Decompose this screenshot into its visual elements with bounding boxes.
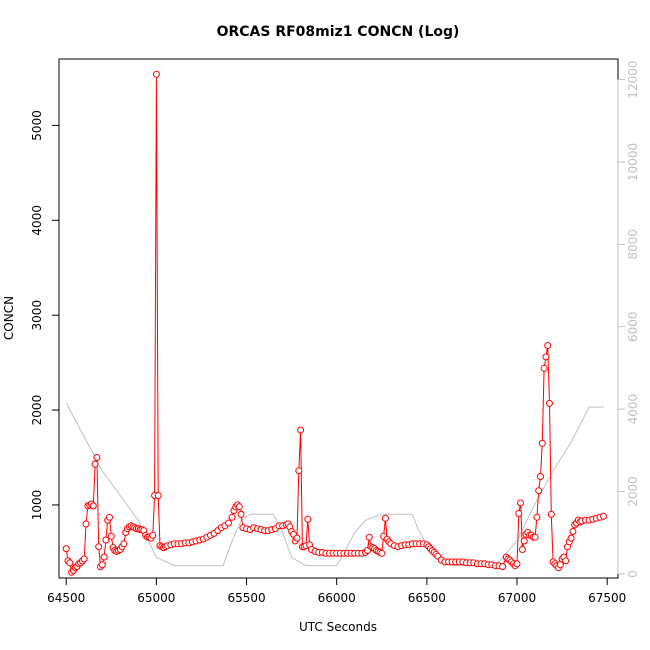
x-tick-label: 67500 xyxy=(588,591,626,605)
secondary-line xyxy=(65,402,604,567)
concn-series xyxy=(62,70,608,576)
concn-point xyxy=(100,553,108,561)
concn-point xyxy=(304,515,312,523)
concn-point xyxy=(106,513,113,521)
y2-tick-label: 6000 xyxy=(626,311,640,342)
concn-point xyxy=(544,342,552,349)
concn-point xyxy=(515,510,523,517)
y-tick-label: 2000 xyxy=(30,395,44,426)
concn-point xyxy=(567,534,575,542)
concn-point xyxy=(91,460,99,468)
concn-point xyxy=(556,561,564,569)
concn-point xyxy=(93,454,101,461)
y-axis-right: 0 2000 4000 6000 8000 10000 12000 xyxy=(617,61,640,578)
concn-point xyxy=(499,563,507,571)
x-tick-label: 66000 xyxy=(318,591,356,605)
x-axis-label: UTC Seconds xyxy=(299,620,377,634)
concn-point xyxy=(237,510,245,518)
concn-point xyxy=(540,364,548,372)
concn-point xyxy=(82,520,90,528)
y-axis-label: CONCN xyxy=(2,296,16,340)
secondary-series-line xyxy=(65,402,604,567)
concn-point xyxy=(225,519,232,527)
concn-point xyxy=(152,70,160,78)
concn-point xyxy=(546,399,553,407)
concn-point xyxy=(537,473,544,480)
concn-point xyxy=(533,513,541,521)
y2-tick-label: 0 xyxy=(626,570,640,578)
concn-point xyxy=(102,536,110,544)
concn-point xyxy=(538,439,546,447)
y2-tick-label: 2000 xyxy=(626,476,640,507)
concn-point xyxy=(297,426,305,434)
y2-tick-label: 8000 xyxy=(626,229,640,260)
concn-point xyxy=(600,512,608,520)
x-tick-label: 65500 xyxy=(227,591,265,605)
concn-point xyxy=(518,546,526,553)
concn-point xyxy=(295,467,303,475)
y-tick-label: 5000 xyxy=(30,110,44,141)
concn-point xyxy=(95,543,103,551)
concn-point xyxy=(149,531,157,539)
y-tick-label: 3000 xyxy=(30,300,44,331)
x-tick-label: 64500 xyxy=(47,591,85,605)
x-axis: 64500 65000 65500 66000 66500 67000 67500 xyxy=(47,577,626,605)
concn-point xyxy=(62,545,70,553)
concn-point xyxy=(513,560,521,568)
chart-title: ORCAS RF08miz1 CONCN (Log) xyxy=(217,24,460,40)
y2-tick-label: 4000 xyxy=(626,394,640,425)
concn-point xyxy=(98,561,106,569)
y2-tick-label: 12000 xyxy=(626,61,640,99)
concn-point xyxy=(365,533,373,541)
concn-point xyxy=(547,510,555,518)
concn-point xyxy=(542,353,550,361)
concn-point xyxy=(381,514,389,522)
concn-point xyxy=(235,503,243,511)
plot-frame xyxy=(58,58,619,579)
concn-point xyxy=(89,502,97,510)
concn-point xyxy=(562,557,570,565)
concn-point xyxy=(120,540,128,548)
concn-point xyxy=(293,534,301,542)
x-tick-label: 67000 xyxy=(498,591,536,605)
x-tick-label: 65000 xyxy=(137,591,175,605)
concn-point xyxy=(228,513,236,521)
concn-point xyxy=(531,533,539,541)
y-tick-label: 4000 xyxy=(30,205,44,236)
concn-point xyxy=(80,555,88,563)
concn-point xyxy=(154,492,162,499)
y2-tick-label: 10000 xyxy=(626,143,640,181)
concn-point xyxy=(378,549,386,557)
concn-point xyxy=(107,532,115,540)
concn-point xyxy=(520,537,528,545)
x-tick-label: 66500 xyxy=(408,591,446,605)
y-axis-left: 1000 2000 3000 4000 5000 xyxy=(30,110,60,521)
concn-point xyxy=(66,559,74,567)
y-tick-label: 1000 xyxy=(30,490,44,521)
concn-line xyxy=(65,74,604,574)
concn-point xyxy=(569,528,577,535)
concn-point xyxy=(517,499,525,507)
concn-point xyxy=(535,487,543,495)
